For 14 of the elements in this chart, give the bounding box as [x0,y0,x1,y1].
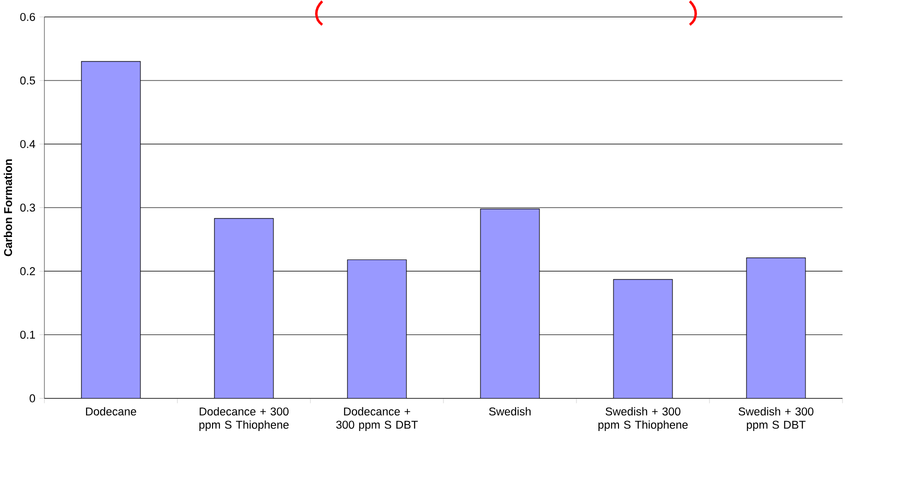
y-tick-label: 0.3 [20,204,36,212]
y-tick-label: 0.1 [20,330,35,339]
x-tick-label: Dodecance + 300 ppm S Thiophene [199,407,289,432]
y-tick-label: 0 [30,394,36,402]
x-tick-label: Swedish [489,407,531,416]
x-tick-label: Dodecane [86,407,136,416]
y-tick-label: 0.4 [20,140,36,148]
y-tick-label: 0.6 [20,13,36,22]
x-tick-label: Dodecance + 300 ppm S DBT [336,407,418,432]
y-tick-label: 0.5 [20,76,36,85]
y-tick-label: 0.2 [20,267,35,276]
x-tick-label: Swedish + 300 ppm S DBT [738,407,814,432]
x-tick-label: Swedish + 300 ppm S Thiophene [598,407,688,432]
y-axis-title: Carbon Formation [4,159,12,256]
